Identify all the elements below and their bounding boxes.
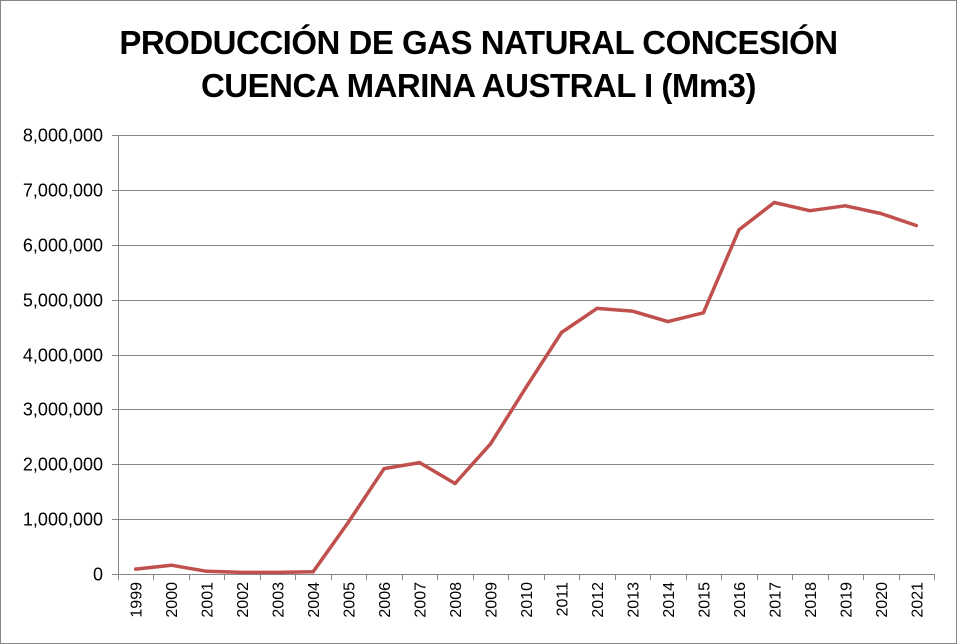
data-point bbox=[737, 228, 741, 232]
x-tick-label: 2014 bbox=[661, 582, 678, 618]
x-tick-label: 2001 bbox=[200, 582, 217, 618]
data-point bbox=[559, 330, 564, 335]
x-tick-label: 2008 bbox=[448, 582, 465, 618]
y-tick-label: 8,000,000 bbox=[23, 126, 103, 146]
data-point bbox=[134, 567, 138, 571]
data-point bbox=[630, 309, 635, 313]
x-tick-label: 2002 bbox=[235, 582, 252, 618]
data-point bbox=[169, 563, 173, 567]
data-point bbox=[382, 466, 386, 471]
data-point bbox=[488, 442, 493, 446]
x-tick-label: 2017 bbox=[767, 582, 784, 618]
data-point bbox=[879, 211, 883, 216]
x-tick-label: 2019 bbox=[838, 582, 855, 618]
data-point bbox=[524, 385, 528, 390]
data-point bbox=[204, 569, 209, 573]
data-point bbox=[417, 460, 422, 465]
data-point bbox=[808, 209, 812, 213]
y-tick-label: 7,000,000 bbox=[23, 181, 103, 201]
x-tick-label: 2010 bbox=[519, 582, 536, 618]
y-tick-label: 3,000,000 bbox=[23, 400, 103, 420]
y-tick-label: 2,000,000 bbox=[23, 455, 103, 475]
x-tick-label: 2020 bbox=[874, 582, 891, 618]
x-tick-label: 2012 bbox=[590, 582, 607, 618]
x-tick-label: 2013 bbox=[625, 582, 642, 618]
x-tick-label: 2006 bbox=[377, 582, 394, 618]
chart-title-line-1: PRODUCCIÓN DE GAS NATURAL CONCESIÓN bbox=[119, 24, 838, 61]
x-tick-label: 2021 bbox=[909, 582, 926, 618]
x-tick-label: 1999 bbox=[129, 582, 146, 618]
data-point bbox=[843, 204, 848, 208]
data-point bbox=[346, 520, 351, 524]
y-tick-label: 6,000,000 bbox=[23, 236, 103, 256]
chart-title-line-2: CUENCA MARINA AUSTRAL I (Mm3) bbox=[200, 67, 757, 104]
data-point bbox=[701, 311, 706, 315]
y-tick-label: 4,000,000 bbox=[23, 346, 103, 366]
data-point bbox=[595, 306, 599, 311]
x-tick-label: 2009 bbox=[484, 582, 501, 618]
x-tick-label: 2004 bbox=[306, 582, 323, 618]
y-tick-label: 0 bbox=[93, 565, 103, 585]
data-point bbox=[453, 481, 457, 486]
x-tick-label: 2000 bbox=[164, 582, 181, 618]
y-tick-label: 5,000,000 bbox=[23, 291, 103, 311]
x-tick-label: 2015 bbox=[696, 582, 713, 618]
data-point bbox=[666, 319, 670, 324]
x-tick-label: 2018 bbox=[803, 582, 820, 618]
x-tick-label: 2005 bbox=[342, 582, 359, 618]
data-point bbox=[311, 570, 315, 574]
y-tick-label: 1,000,000 bbox=[23, 510, 103, 530]
x-tick-label: 2003 bbox=[271, 582, 288, 618]
x-tick-label: 2011 bbox=[554, 582, 571, 617]
x-tick-label: 2016 bbox=[732, 582, 749, 618]
data-point bbox=[240, 570, 244, 575]
data-point bbox=[772, 200, 777, 205]
x-tick-label: 2007 bbox=[413, 582, 430, 618]
data-point bbox=[914, 223, 918, 228]
data-point bbox=[275, 570, 280, 575]
